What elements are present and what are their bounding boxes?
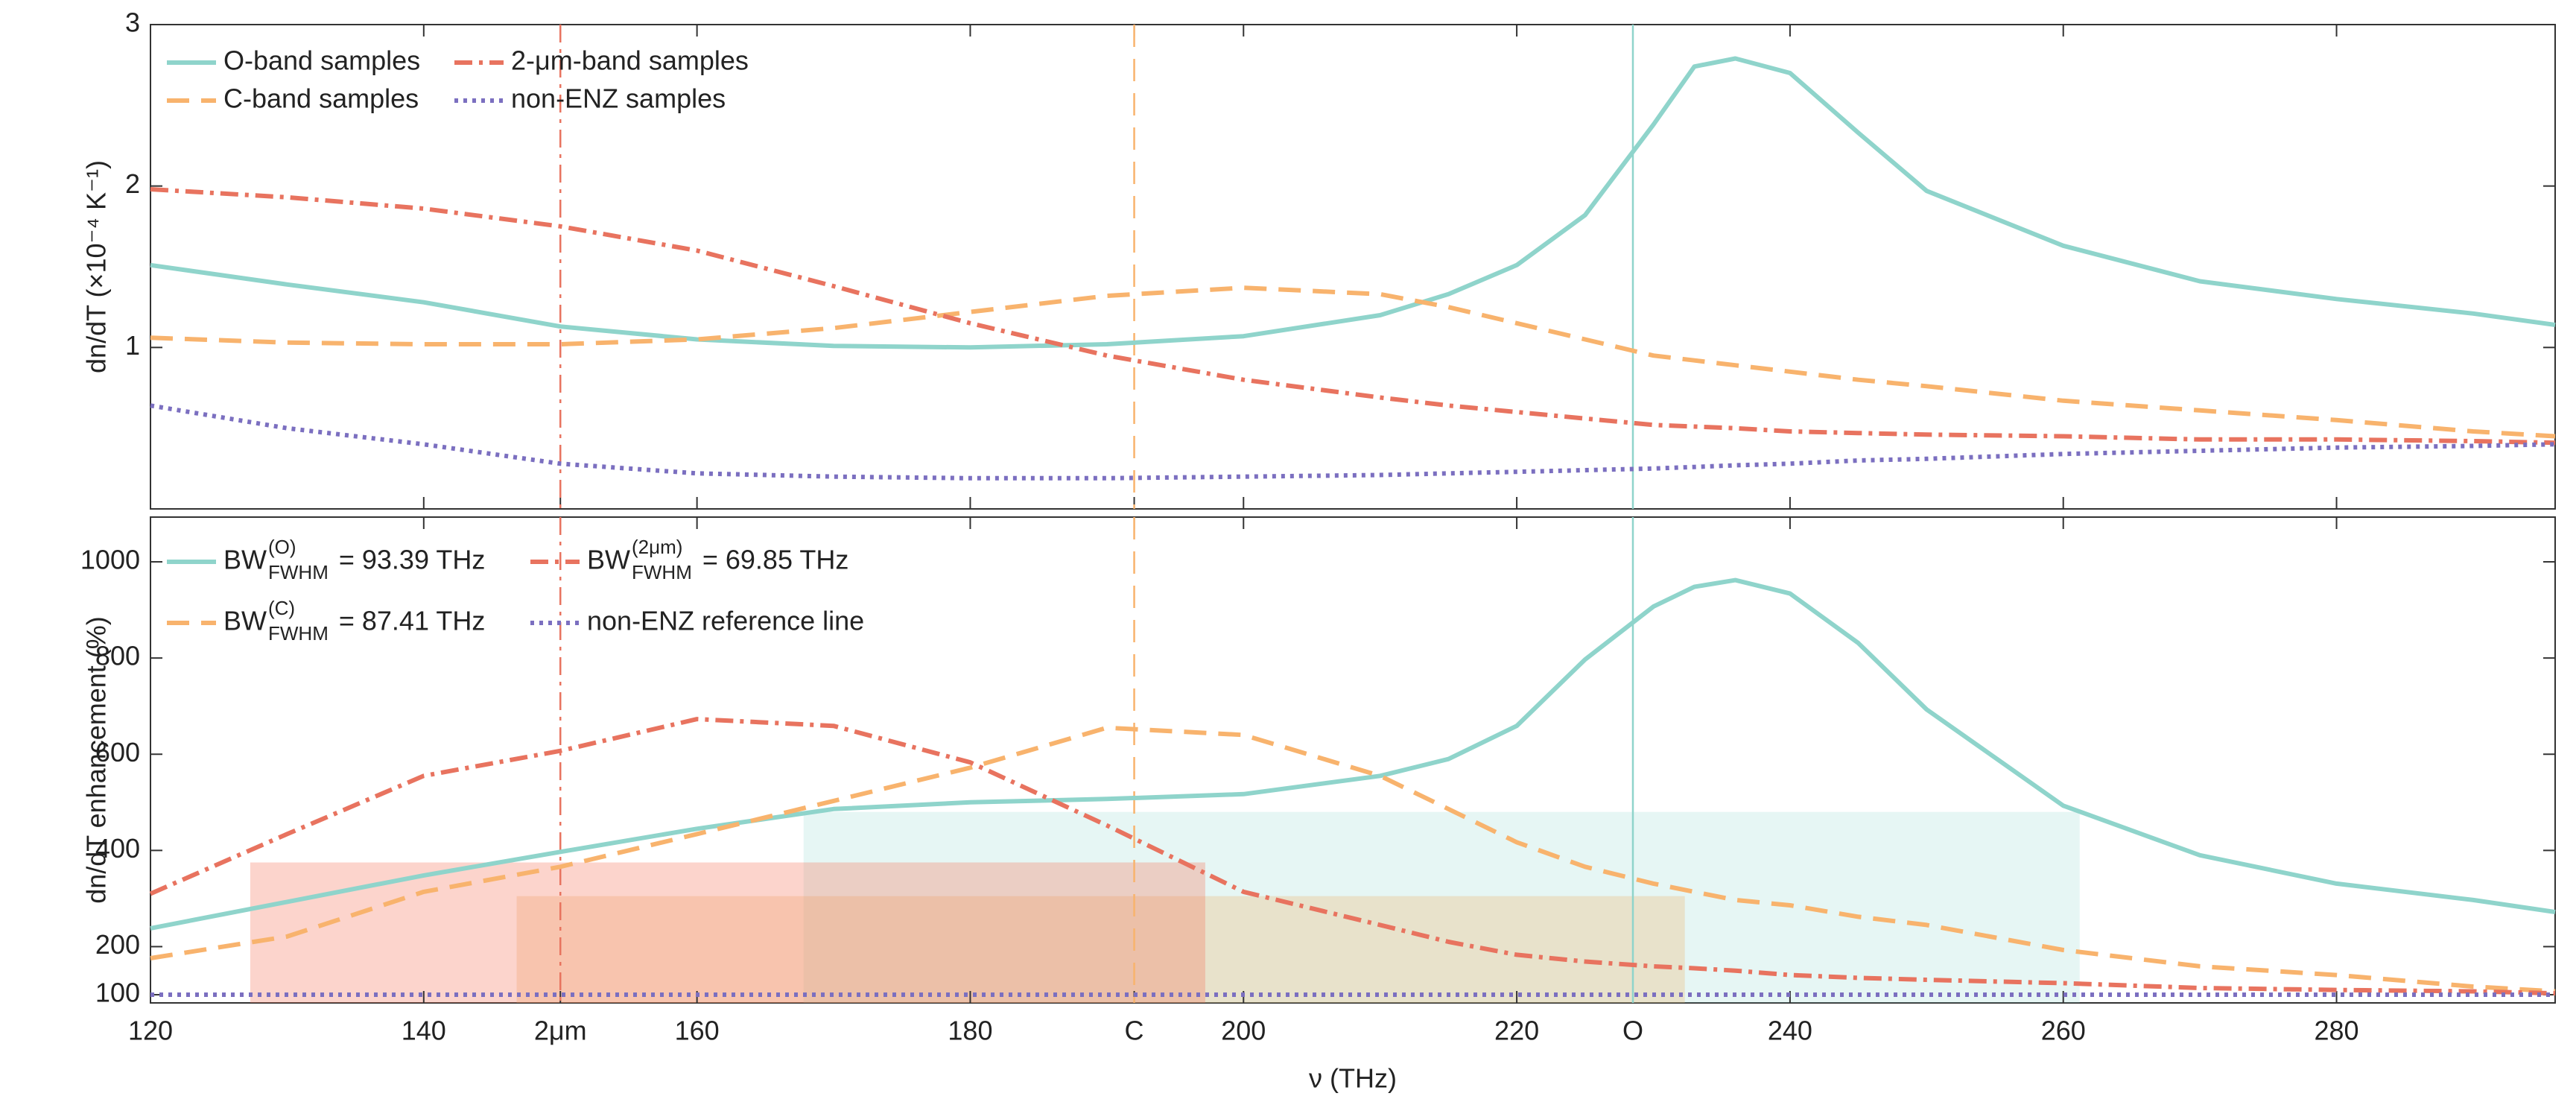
series-line: [150, 285, 2556, 439]
x-tick-label: 120: [128, 1016, 173, 1046]
x-tick-label: O: [1622, 1016, 1643, 1046]
series-line: [150, 725, 2556, 994]
x-tick-label: C: [1125, 1016, 1144, 1046]
y-tick-label: 1000: [80, 545, 140, 575]
y-axis-label: dn/dT enhancement (%): [81, 616, 112, 904]
legend-label-sup: (O): [268, 536, 296, 558]
legend-label: BW (C) FWHM = 87.41 THz: [223, 597, 485, 645]
legend-label-base: BW: [223, 545, 267, 575]
x-tick-label: 160: [675, 1016, 720, 1046]
series-line: [149, 717, 2556, 996]
x-tick-label: 280: [2315, 1016, 2359, 1046]
y-tick-label: 600: [95, 737, 140, 767]
y-tick-label: 3: [125, 7, 140, 38]
fwhm-band: [250, 862, 1205, 1003]
x-tick-label: 180: [948, 1016, 992, 1046]
legend-label-rest: = 93.39 THz: [331, 545, 485, 575]
legend-label: non-ENZ samples: [511, 83, 726, 114]
x-tick-label: 200: [1221, 1016, 1266, 1046]
y-tick-label: 800: [95, 641, 140, 671]
series-line: [150, 403, 2556, 481]
legend-label-sub: FWHM: [632, 561, 692, 583]
legend-label: O-band samples: [223, 45, 420, 76]
legend-label-base: BW: [223, 606, 267, 636]
x-tick-label: 220: [1494, 1016, 1539, 1046]
y-tick-label: 1: [125, 330, 140, 361]
legend-label-sub: FWHM: [268, 561, 329, 583]
legend-label-sup: (C): [268, 597, 295, 619]
legend-label: non-ENZ reference line: [587, 606, 864, 636]
legend-label-base: BW: [587, 545, 630, 575]
x-tick-label: 240: [1768, 1016, 1812, 1046]
series-line: [150, 187, 2556, 446]
series-line: [150, 577, 2556, 931]
y-tick-label: 400: [95, 833, 140, 864]
x-axis-label: ν (THz): [1309, 1063, 1397, 1094]
x-tick-label: 260: [2041, 1016, 2086, 1046]
plot-frame: [150, 516, 2556, 1004]
legend-label-sub: FWHM: [268, 622, 329, 645]
y-axis-label: dn/dT (×10⁻⁴ K⁻¹): [81, 160, 112, 373]
legend-label: C-band samples: [223, 83, 419, 114]
legend-label-sup: (2μm): [632, 536, 682, 558]
x-tick-label: 140: [402, 1016, 446, 1046]
legend-label: BW (O) FWHM = 93.39 THz: [223, 536, 485, 583]
legend-label: BW (2μm) FWHM = 69.85 THz: [587, 536, 848, 583]
y-tick-label: 200: [95, 929, 140, 960]
legend-label: 2-μm-band samples: [511, 45, 749, 76]
fwhm-band: [803, 811, 2080, 1003]
y-tick-label: 2: [125, 168, 140, 199]
legend-label-rest: = 69.85 THz: [695, 545, 848, 575]
y-tick-label: 100: [95, 978, 140, 1008]
legend-label-rest: = 87.41 THz: [331, 606, 485, 636]
series-line: [150, 56, 2556, 350]
x-tick-label: 2μm: [534, 1016, 587, 1046]
